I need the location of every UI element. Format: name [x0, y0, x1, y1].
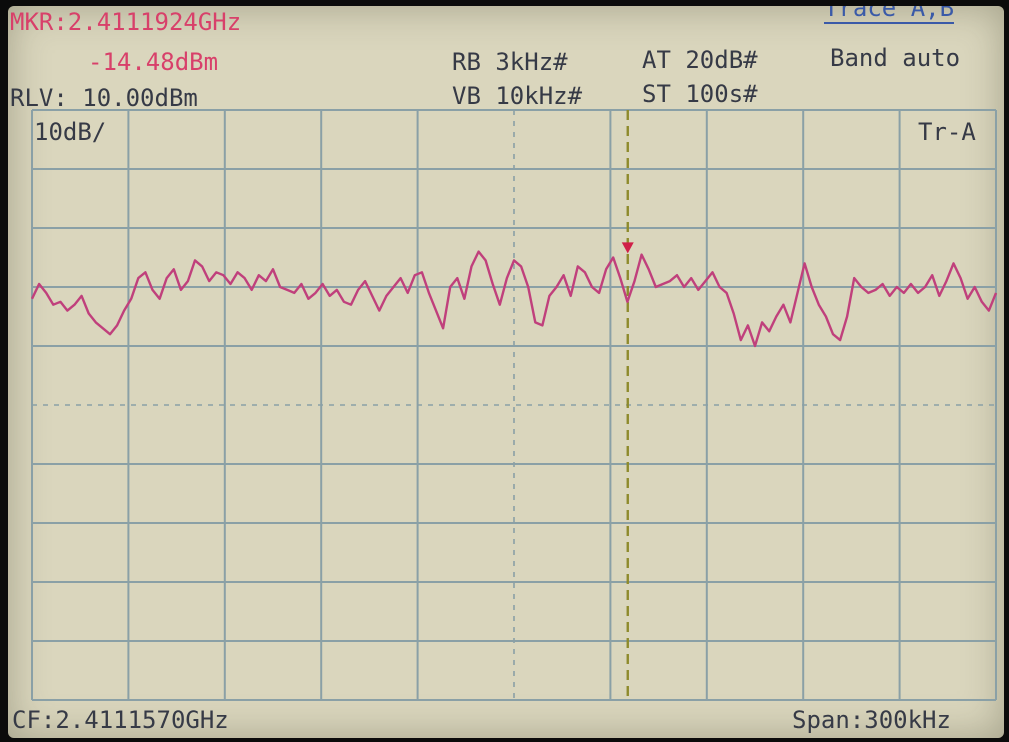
trace-a-line: [30, 250, 998, 348]
attenuation: AT 20dB#: [642, 46, 758, 74]
trace-label: Tr-A: [918, 118, 976, 146]
analyzer-screen: MKR:2.4111924GHz -14.48dBm RLV: 10.00dBm…: [8, 6, 1004, 738]
scale-label: 10dB/: [34, 118, 107, 146]
marker-triangle: [621, 242, 634, 254]
marker-level: -14.48dBm: [88, 48, 219, 76]
sweep-time: ST 100s#: [642, 80, 758, 108]
spectrum-plot: [30, 109, 998, 701]
band-setting: Band auto: [830, 44, 961, 72]
center-frequency: CF:2.4111570GHz: [12, 706, 229, 734]
marker-group: [621, 242, 634, 254]
resolution-bandwidth: RB 3kHz#: [452, 48, 568, 76]
grid-lines: [31, 109, 997, 701]
trace-menu-link[interactable]: Trace A,B: [824, 6, 955, 24]
marker-frequency: MKR:2.4111924GHz: [10, 8, 242, 36]
video-bandwidth: VB 10kHz#: [452, 82, 583, 110]
span: Span:300kHz: [792, 706, 951, 734]
reference-level: RLV: 10.00dBm: [10, 84, 198, 112]
